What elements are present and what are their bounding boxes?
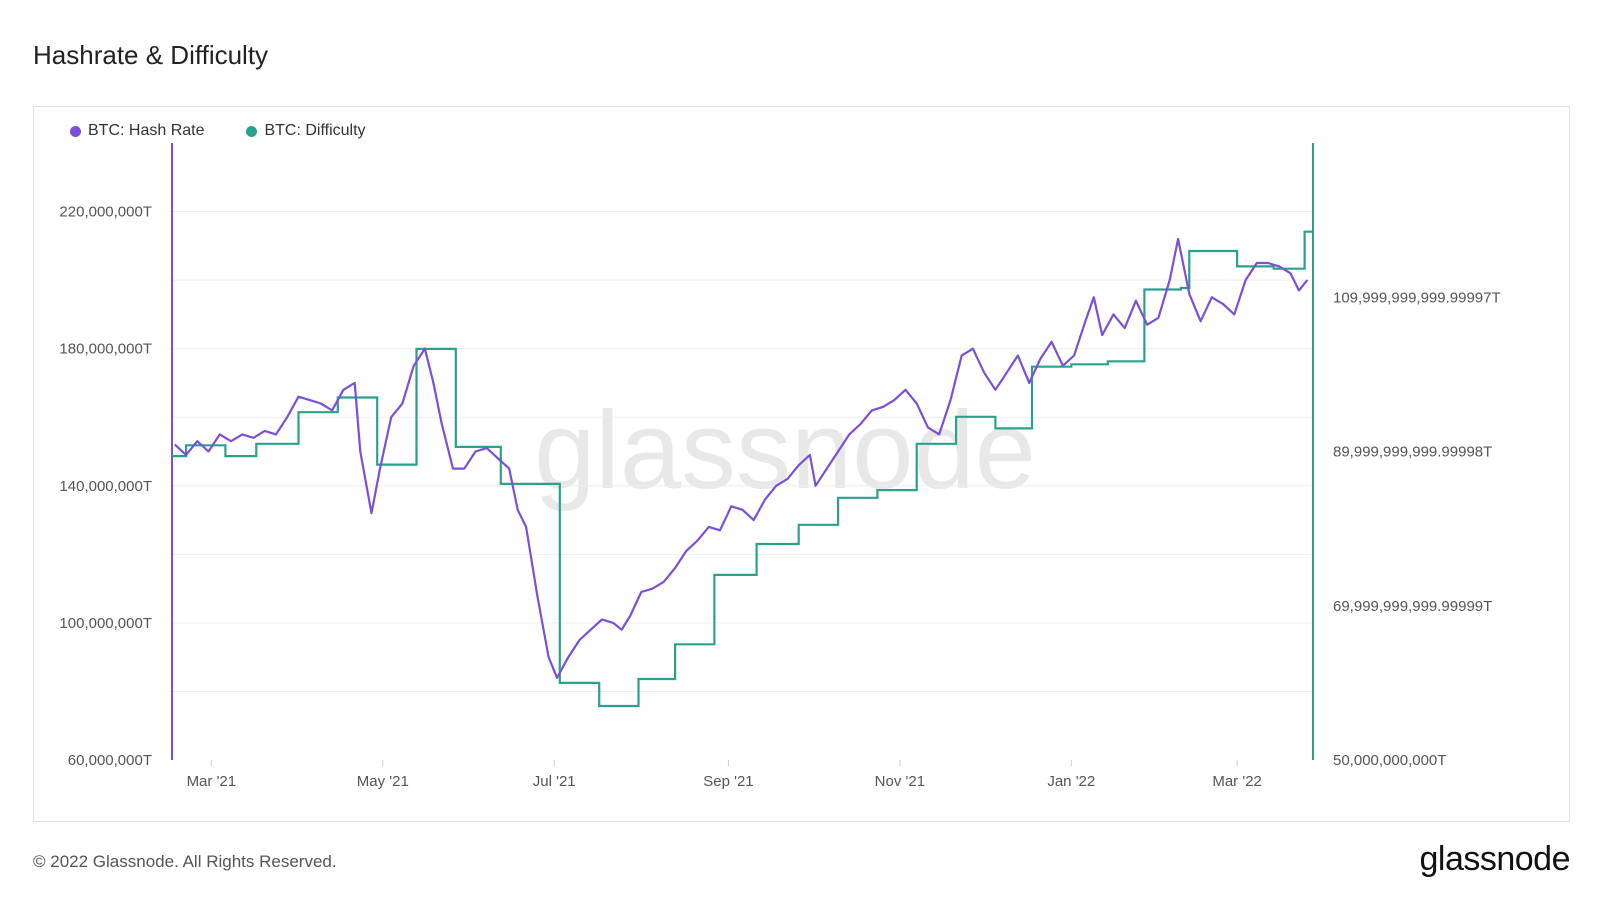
legend-item-hash-rate[interactable]: BTC: Hash Rate	[70, 122, 204, 140]
y-left-tick-label: 220,000,000T	[59, 204, 152, 221]
y-left-tick-label: 100,000,000T	[59, 615, 152, 632]
legend: BTC: Hash Rate BTC: Difficulty	[70, 122, 366, 140]
x-tick-label: Mar '21	[187, 773, 237, 790]
x-tick-label: Nov '21	[875, 773, 925, 790]
legend-label-hash-rate: BTC: Hash Rate	[88, 122, 205, 139]
y-right-tick-label: 89,999,999,999.99998T	[1333, 444, 1492, 461]
chart-title: Hashrate & Difficulty	[33, 40, 269, 70]
watermark: glassnode	[534, 389, 1036, 512]
y-left-tick-label: 180,000,000T	[59, 341, 152, 358]
difficulty-series-line	[172, 230, 1313, 708]
x-tick-label: May '21	[357, 773, 409, 790]
legend-item-difficulty[interactable]: BTC: Difficulty	[246, 122, 366, 140]
y-right-tick-label: 50,000,000,000T	[1333, 752, 1446, 769]
x-tick-label: Sep '21	[703, 773, 753, 790]
hash-rate-series-line	[174, 237, 1309, 679]
y-left-tick-label: 140,000,000T	[59, 478, 152, 495]
x-tick-label: Jan '22	[1047, 773, 1095, 790]
axis-layer: 220,000,000T 180,000,000T 140,000,000T 100,…	[59, 143, 1501, 790]
x-tick-label: Jul '21	[533, 773, 576, 790]
y-right-tick-label: 109,999,999,999.99997T	[1333, 289, 1501, 306]
difficulty-legend-dot	[246, 125, 258, 137]
legend-label-difficulty: BTC: Difficulty	[264, 122, 366, 139]
grid-layer	[172, 211, 1313, 692]
chart-frame	[33, 106, 1570, 822]
series-layer	[172, 230, 1313, 708]
y-right-tick-label: 69,999,999,999.99999T	[1333, 598, 1492, 615]
glassnode-logo[interactable]: glassnode	[1419, 840, 1570, 878]
hash-rate-legend-dot	[70, 125, 81, 137]
x-tick-label: Mar '22	[1212, 773, 1262, 790]
copyright-text: © 2022 Glassnode. All Rights Reserved.	[33, 852, 337, 871]
y-left-tick-label: 60,000,000T	[68, 752, 152, 769]
